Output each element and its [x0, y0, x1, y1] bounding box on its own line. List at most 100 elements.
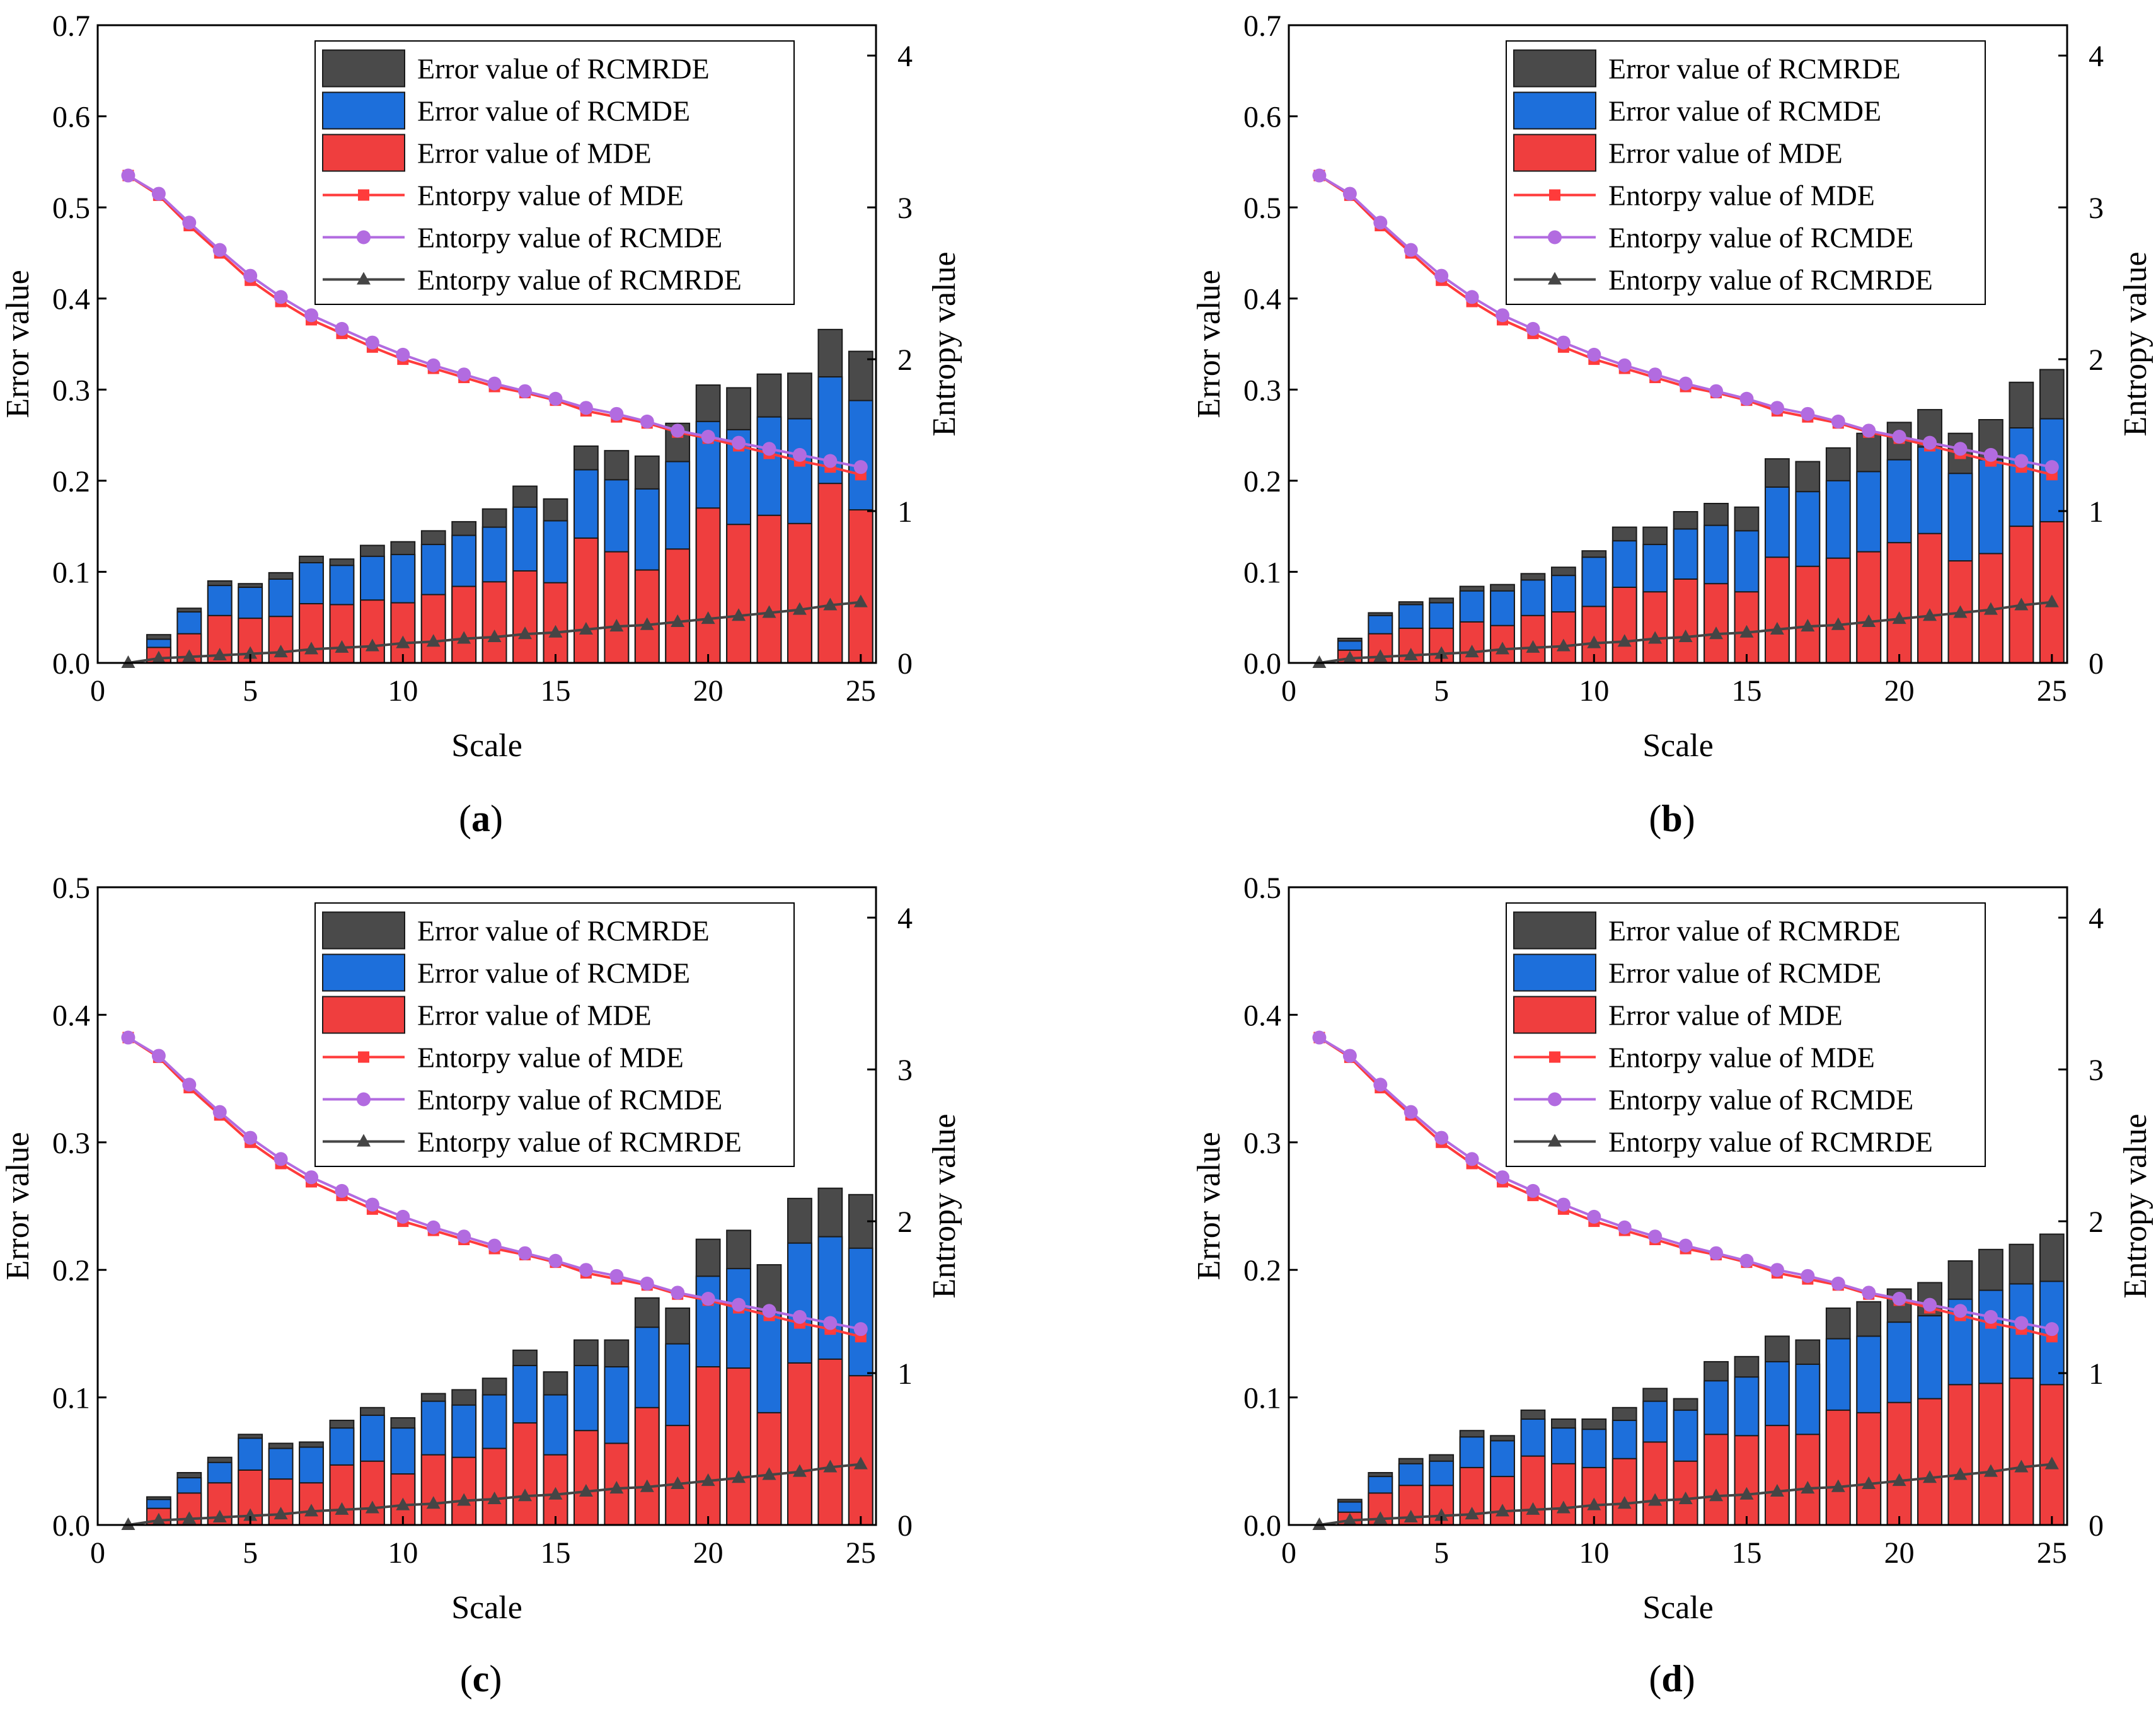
- point-rcmde: [762, 442, 776, 456]
- point-rcmrde: [579, 1483, 593, 1497]
- point-rcmde: [365, 335, 379, 350]
- point-rcmde: [1923, 435, 1937, 450]
- point-rcmde: [1404, 1105, 1418, 1119]
- point-rcmrde: [151, 1512, 166, 1526]
- bar-mde: [665, 1425, 691, 1526]
- x-tick-label: 0: [90, 674, 105, 708]
- point-rcmde: [1923, 1297, 1937, 1312]
- point-rcmde: [640, 414, 654, 428]
- point-rcmrde: [457, 631, 471, 644]
- point-rcmde: [1312, 1030, 1327, 1045]
- bar-mde: [665, 548, 691, 664]
- point-rcmde: [1434, 1130, 1449, 1145]
- x-tick-label: 5: [1434, 674, 1449, 708]
- point-rcmrde: [1526, 1502, 1540, 1515]
- bar-mde: [756, 514, 782, 664]
- point-rcmde: [1831, 414, 1845, 428]
- bar-mde: [1550, 1463, 1576, 1526]
- x-tick-label: 5: [1434, 1536, 1449, 1570]
- point-rcmde: [182, 1078, 197, 1092]
- x-tick-label: 0: [90, 1536, 105, 1570]
- point-rcmde: [151, 1049, 166, 1063]
- x-tick-label: 20: [693, 674, 723, 708]
- point-rcmde: [1526, 321, 1540, 336]
- point-rcmrde: [426, 1496, 441, 1509]
- legend-marker: [1549, 189, 1560, 201]
- point-rcmrde: [1862, 1476, 1876, 1489]
- legend-marker: [357, 272, 371, 285]
- legend-label: Entorpy value of MDE: [1608, 1042, 1875, 1074]
- point-rcmrde: [121, 1517, 135, 1530]
- point-rcmrde: [1434, 646, 1449, 659]
- legend-label: Error value of RCMRDE: [1608, 53, 1901, 85]
- point-rcmrde: [701, 611, 715, 624]
- bar-mde: [726, 1367, 751, 1526]
- point-rcmrde: [548, 624, 563, 638]
- bar-mde: [1825, 557, 1851, 664]
- legend-label: Error value of RCMDE: [1608, 95, 1881, 127]
- legend-marker: [1548, 1092, 1562, 1107]
- caption-b: (b): [1649, 798, 1695, 839]
- point-rcmde: [1953, 442, 1968, 456]
- y-tick-label: 0.0: [1243, 1509, 1281, 1543]
- point-rcmrde: [121, 655, 135, 668]
- point-rcmde: [1739, 391, 1754, 406]
- point-rcmrde: [243, 1508, 258, 1521]
- point-rcmde: [579, 1263, 593, 1277]
- point-rcmde: [701, 1291, 715, 1306]
- point-rcmrde: [518, 626, 533, 640]
- x-tick-label: 10: [1579, 674, 1609, 708]
- y2-tick-label: 1: [897, 1357, 913, 1391]
- x-tick-label: 20: [693, 1536, 723, 1570]
- point-rcmrde: [2044, 594, 2059, 607]
- legend-marker: [1548, 272, 1562, 285]
- bar-mde: [2009, 526, 2034, 664]
- point-rcmrde: [1465, 645, 1479, 658]
- legend: Error value of RCMRDE Error value of RCMD…: [1506, 902, 1986, 1167]
- point-rcmrde: [1892, 611, 1906, 624]
- legend-label: Entorpy value of RCMDE: [417, 1084, 722, 1116]
- point-rcmde: [151, 187, 166, 201]
- bar-mde: [1490, 1476, 1515, 1526]
- point-rcmrde: [1678, 630, 1693, 643]
- y-tick-label: 0.5: [52, 871, 90, 905]
- bar-mde: [1856, 551, 1882, 664]
- point-rcmrde: [1556, 1500, 1571, 1514]
- x-tick-label: 10: [1579, 1536, 1609, 1570]
- bar-mde: [1765, 1425, 1790, 1526]
- point-rcmde: [1831, 1276, 1845, 1291]
- point-rcmde: [1770, 1263, 1784, 1277]
- point-rcmrde: [701, 1473, 715, 1487]
- y2-tick-label: 3: [2089, 192, 2104, 225]
- bar-mde: [1642, 1441, 1668, 1526]
- legend: Error value of RCMRDE Error value of RCMD…: [314, 40, 795, 305]
- y-axis-title: Error value: [1191, 1132, 1227, 1280]
- point-rcmrde: [1953, 1467, 1968, 1480]
- legend-label: Entorpy value of MDE: [1608, 180, 1875, 212]
- point-rcmrde: [396, 1497, 410, 1510]
- point-rcmde: [365, 1197, 379, 1212]
- y-tick-label: 0.5: [52, 192, 90, 225]
- point-rcmde: [243, 1130, 258, 1145]
- legend-swatch: [1513, 911, 1596, 950]
- point-rcmde: [121, 168, 135, 183]
- point-rcmde: [426, 358, 441, 372]
- y2-tick-label: 2: [897, 1205, 913, 1239]
- point-rcmde: [609, 406, 624, 421]
- point-rcmde: [548, 391, 563, 406]
- point-rcmrde: [1923, 1470, 1937, 1483]
- y-tick-label: 0.4: [1243, 999, 1281, 1032]
- point-rcmde: [1465, 1152, 1479, 1166]
- point-rcmrde: [1617, 1496, 1632, 1509]
- y-tick-label: 0.3: [52, 374, 90, 407]
- bar-mde: [2039, 1384, 2065, 1526]
- point-rcmrde: [1496, 641, 1510, 655]
- point-rcmde: [1648, 367, 1663, 382]
- y-tick-label: 0.4: [1243, 283, 1281, 316]
- point-rcmde: [1373, 1078, 1388, 1092]
- point-rcmrde: [792, 602, 807, 615]
- point-rcmde: [1404, 243, 1418, 257]
- y-tick-label: 0.1: [52, 556, 90, 589]
- point-rcmrde: [1587, 635, 1601, 648]
- point-rcmrde: [212, 1509, 227, 1522]
